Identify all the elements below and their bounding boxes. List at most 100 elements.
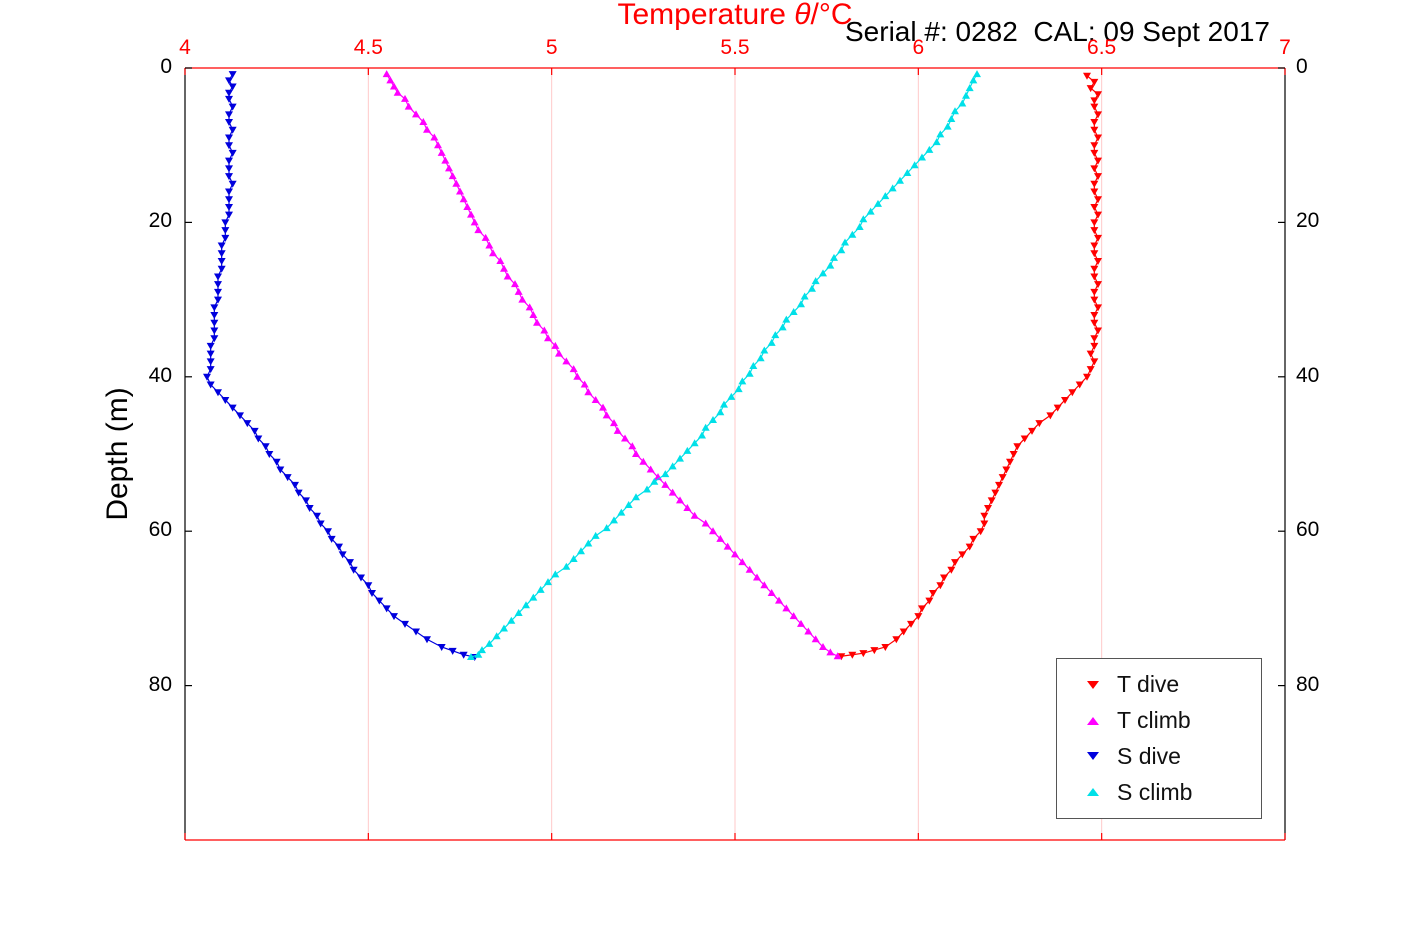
x-tick-label: 6 xyxy=(912,36,925,59)
data-marker xyxy=(716,408,725,416)
data-marker xyxy=(485,241,494,249)
data-marker xyxy=(206,358,215,366)
data-marker xyxy=(467,210,475,218)
data-marker xyxy=(991,489,1000,497)
data-marker xyxy=(382,605,391,613)
serial-annotation: Serial #: 0282 CAL: 09 Sept 2017 xyxy=(845,16,1270,47)
data-marker xyxy=(767,338,776,346)
data-marker xyxy=(973,70,981,78)
data-marker xyxy=(855,223,864,231)
data-marker xyxy=(819,269,827,277)
data-marker xyxy=(434,141,442,149)
data-marker xyxy=(536,585,545,593)
data-marker xyxy=(1090,149,1099,157)
data-marker xyxy=(819,643,827,650)
chart-title: Temperature θ/°C xyxy=(185,0,1285,32)
data-marker xyxy=(690,511,699,519)
legend-label-t-dive: T dive xyxy=(1117,671,1180,698)
data-marker xyxy=(1061,396,1069,404)
x-tick-label: 5 xyxy=(545,36,558,59)
legend-label-t-climb: T climb xyxy=(1117,707,1191,734)
data-marker xyxy=(1090,312,1099,320)
data-marker xyxy=(709,416,717,424)
data-marker xyxy=(401,94,409,102)
data-marker xyxy=(452,179,461,187)
data-marker xyxy=(243,420,252,428)
data-marker xyxy=(602,411,611,419)
data-marker xyxy=(210,319,219,327)
data-marker xyxy=(624,500,633,508)
data-marker xyxy=(283,474,292,482)
data-marker xyxy=(518,295,527,303)
data-marker xyxy=(206,381,215,389)
data-marker xyxy=(1094,327,1102,335)
series-s-dive xyxy=(203,71,479,662)
data-marker xyxy=(302,497,310,505)
data-marker xyxy=(217,250,226,258)
data-marker xyxy=(767,588,776,596)
data-marker xyxy=(364,582,373,590)
data-marker xyxy=(925,597,934,605)
data-marker xyxy=(474,650,483,658)
data-marker xyxy=(489,249,497,257)
data-marker xyxy=(225,196,233,204)
data-marker xyxy=(778,323,787,331)
data-marker xyxy=(225,165,233,173)
data-marker xyxy=(958,99,967,107)
data-marker xyxy=(1090,203,1099,211)
y-tick-label-left: 60 xyxy=(148,518,172,542)
y-tick-label-left: 20 xyxy=(148,209,172,233)
data-marker xyxy=(404,102,413,110)
data-marker xyxy=(918,605,926,613)
data-marker xyxy=(613,426,622,434)
data-marker xyxy=(1083,373,1091,381)
data-marker xyxy=(962,91,970,99)
data-marker xyxy=(896,176,904,184)
data-marker xyxy=(503,272,512,280)
data-marker xyxy=(210,304,219,312)
data-marker xyxy=(987,497,996,505)
data-marker xyxy=(980,512,989,520)
data-marker xyxy=(580,380,589,388)
data-marker xyxy=(628,442,637,450)
data-marker xyxy=(324,528,332,536)
data-marker xyxy=(940,574,948,582)
data-marker xyxy=(1090,227,1099,235)
data-marker xyxy=(551,341,560,349)
data-marker xyxy=(1090,342,1099,350)
data-marker xyxy=(1094,281,1102,289)
data-marker xyxy=(551,570,560,578)
data-marker xyxy=(210,335,219,343)
data-marker xyxy=(720,400,728,408)
data-marker xyxy=(1094,173,1102,181)
data-marker xyxy=(210,312,219,320)
data-marker xyxy=(217,265,226,273)
legend-item-t-climb: T climb xyxy=(1087,707,1261,734)
data-marker xyxy=(661,480,670,488)
data-marker xyxy=(958,551,967,559)
data-marker xyxy=(423,125,431,133)
data-marker xyxy=(228,404,237,412)
data-marker xyxy=(602,524,611,532)
title-theta-symbol: θ xyxy=(794,0,811,31)
y-tick-label-right: 20 xyxy=(1296,209,1320,233)
data-marker xyxy=(393,88,402,96)
data-marker xyxy=(562,562,571,570)
s-dive-marker-icon xyxy=(1087,752,1099,761)
data-marker xyxy=(892,636,901,644)
data-marker xyxy=(947,566,956,574)
data-marker xyxy=(976,528,985,536)
data-marker xyxy=(1090,265,1099,273)
data-marker xyxy=(1028,427,1036,435)
data-marker xyxy=(969,76,978,84)
y-tick-label-right: 60 xyxy=(1296,518,1320,542)
data-marker xyxy=(965,543,974,551)
data-marker xyxy=(225,111,233,119)
data-marker xyxy=(723,542,732,550)
series-line xyxy=(470,73,978,658)
data-marker xyxy=(738,558,747,566)
data-marker xyxy=(701,423,710,431)
x-tick-label: 4.5 xyxy=(353,36,383,59)
data-marker xyxy=(210,327,219,335)
